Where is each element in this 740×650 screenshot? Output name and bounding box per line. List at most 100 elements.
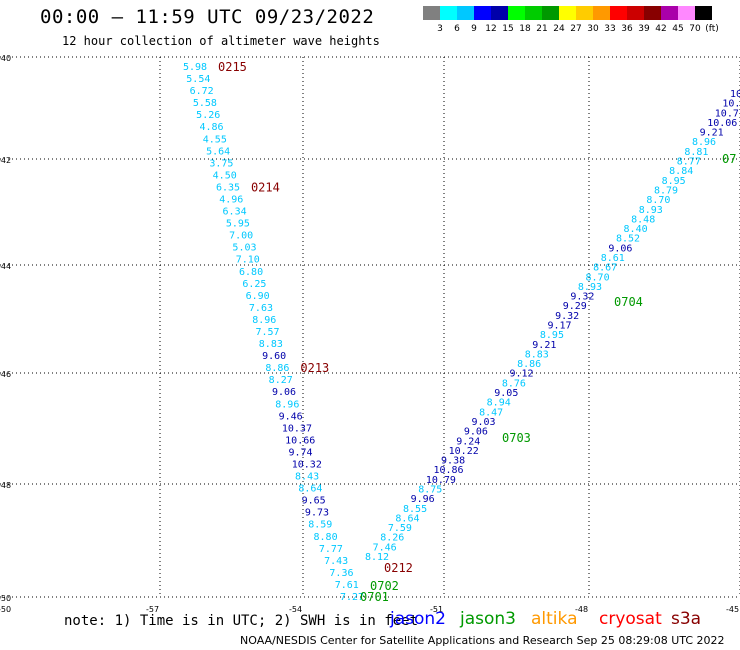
- wave-height-value: 9.12: [509, 369, 533, 380]
- wave-height-value: 9.65: [302, 496, 326, 507]
- latitude-label: -50: [0, 594, 11, 603]
- wave-height-value: 8.76: [502, 378, 526, 389]
- wave-height-value: 8.64: [395, 513, 419, 524]
- scale-label: 27: [570, 24, 582, 34]
- latitude-label: -48: [0, 481, 11, 490]
- wave-height-value: 7.27: [340, 592, 364, 603]
- pass-time-label: 0702: [370, 579, 399, 593]
- latitude-label: -42: [0, 156, 11, 165]
- scale-swatch: [423, 6, 440, 20]
- wave-height-value: 8.96: [275, 399, 299, 410]
- wave-height-value: 8.80: [314, 532, 338, 543]
- latitude-label: -40: [0, 54, 11, 63]
- wave-height-value: 8.12: [365, 552, 389, 563]
- wave-height-value: 9.29: [563, 301, 587, 312]
- scale-label: 30: [587, 24, 599, 34]
- wave-height-value: 8.95: [540, 330, 564, 341]
- wave-height-value: 9.03: [471, 417, 495, 428]
- wave-height-value: 8.79: [654, 185, 678, 196]
- latitude-label: -44: [0, 262, 11, 271]
- wave-height-value: 8.93: [578, 282, 602, 293]
- wave-height-value: 5.64: [206, 146, 230, 157]
- longitude-label: -45: [726, 605, 739, 614]
- wave-height-value: 8.52: [616, 234, 640, 245]
- wave-height-value: 8.61: [601, 253, 625, 264]
- wave-height-value: 8.95: [662, 176, 686, 187]
- pass-time-label: 0701: [360, 590, 389, 604]
- wave-height-value: 8.86: [265, 363, 289, 374]
- wave-height-value: 7.77: [319, 544, 343, 555]
- longitude-label: -48: [575, 605, 588, 614]
- scale-swatch: [576, 6, 593, 20]
- pass-time-label: 0214: [251, 180, 280, 194]
- scale-label: 45: [672, 24, 684, 34]
- wave-height-value: 9.96: [411, 494, 435, 505]
- wave-height-value: 5.54: [186, 74, 210, 85]
- scale-label: 15: [502, 24, 514, 34]
- wave-height-value: 8.40: [624, 224, 648, 235]
- legend-jason3: jason3: [460, 609, 516, 629]
- wave-height-value: 9.73: [305, 508, 329, 519]
- wave-height-value: 10.: [722, 99, 740, 110]
- scale-label: 42: [655, 24, 667, 34]
- wave-height-value: 9.06: [608, 243, 632, 254]
- scale-swatch: [491, 6, 508, 20]
- wave-height-value: 6.34: [223, 207, 247, 218]
- scale-swatch: [644, 6, 661, 20]
- scale-swatch: [610, 6, 627, 20]
- wave-height-value: 6.72: [190, 86, 214, 97]
- pass-time-label: 0703: [502, 431, 531, 445]
- wave-height-value: 8.93: [639, 205, 663, 216]
- latitude-label: -50: [0, 605, 11, 614]
- wave-height-value: 4.86: [199, 122, 223, 133]
- wave-height-value: 8.96: [692, 137, 716, 148]
- wave-height-value: 7.61: [335, 580, 359, 591]
- wave-height-value: 9.38: [441, 456, 465, 467]
- scale-swatch: [678, 6, 695, 20]
- wave-height-value: 10.06: [707, 118, 737, 129]
- wave-height-value: 9.21: [532, 340, 556, 351]
- wave-height-value: 7.59: [388, 523, 412, 534]
- wave-height-value: 9.17: [548, 321, 572, 332]
- pass-time-label: 07: [722, 152, 736, 166]
- scale-label: 18: [519, 24, 531, 34]
- wave-height-value: 5.58: [193, 98, 217, 109]
- wave-height-value: 10.86: [433, 465, 463, 476]
- wave-height-value: 9.06: [464, 427, 488, 438]
- wave-height-value: 8.83: [525, 349, 549, 360]
- scale-label: 9: [471, 24, 477, 34]
- wave-height-value: 8.70: [586, 272, 610, 283]
- wave-height-value: 7.36: [329, 568, 353, 579]
- pass-time-label: 0215: [218, 60, 247, 74]
- wave-height-value: 8.64: [298, 484, 322, 495]
- scale-swatch: [474, 6, 491, 20]
- wave-height-value: 9.32: [570, 292, 594, 303]
- scale-label: 33: [604, 24, 616, 34]
- wave-height-value: 8.43: [295, 472, 319, 483]
- wave-height-value: 10.7: [715, 108, 739, 119]
- scale-swatch: [593, 6, 610, 20]
- longitude-label: -57: [146, 605, 159, 614]
- scale-label: 6: [454, 24, 460, 34]
- wave-height-value: 8.83: [259, 339, 283, 350]
- wave-height-value: 8.55: [403, 504, 427, 515]
- wave-height-value: 7.63: [249, 303, 273, 314]
- scale-label: 70: [689, 24, 701, 34]
- scale-swatch: [661, 6, 678, 20]
- wave-height-value: 7.10: [236, 255, 260, 266]
- legend-jason2: jason2: [390, 609, 446, 629]
- longitude-label: -51: [430, 605, 443, 614]
- wave-height-value: 10.32: [292, 460, 322, 471]
- wave-height-value: 8.94: [487, 398, 511, 409]
- wave-height-value: 6.35: [216, 182, 240, 193]
- legend-cryosat: cryosat: [599, 609, 662, 629]
- scale-swatch: [440, 6, 457, 20]
- units-note: note: 1) Time is in UTC; 2) SWH is in fe…: [64, 613, 419, 629]
- wave-height-value: 10.79: [426, 475, 456, 486]
- wave-height-value: 8.96: [252, 315, 276, 326]
- wave-height-value: 9.32: [555, 311, 579, 322]
- wave-height-value: 9.24: [456, 436, 480, 447]
- pass-time-label: 0212: [384, 561, 413, 575]
